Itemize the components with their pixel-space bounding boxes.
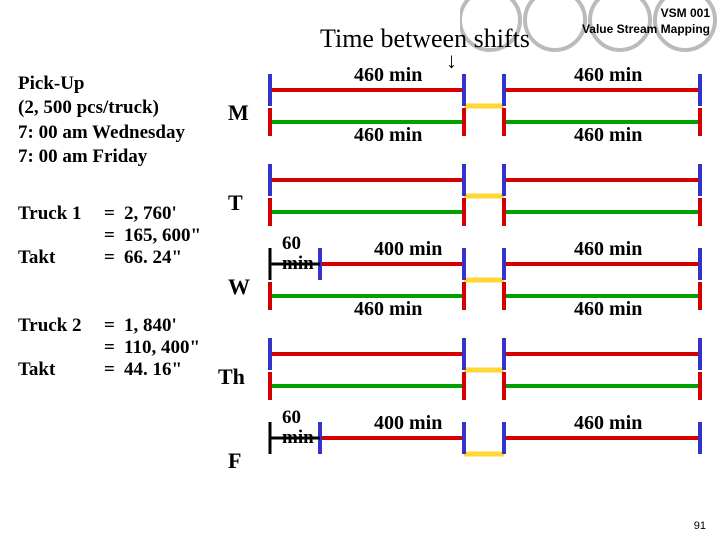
lane-svg (264, 156, 704, 234)
cell: Truck 1 (18, 203, 104, 225)
changeover-label: 60 min (282, 408, 314, 448)
value-label: 460 min (354, 124, 422, 147)
value-label: 460 min (574, 238, 642, 261)
cell: = (104, 337, 124, 359)
day-label: F (228, 448, 241, 474)
cell: 110, 400" (124, 337, 200, 359)
value-label: 460 min (574, 412, 642, 435)
cell: 66. 24" (124, 247, 182, 269)
cell: 1, 840' (124, 315, 177, 337)
arrow-down-icon: ↓ (446, 55, 457, 66)
header: VSM 001 Value Stream Mapping (582, 6, 710, 37)
pickup-block: Pick-Up (2, 500 pcs/truck) 7: 00 am Wedn… (18, 72, 218, 169)
day-row-F: F400 min460 min60 min (236, 414, 712, 504)
header-subtitle: Value Stream Mapping (582, 22, 710, 38)
truck1-block: Truck 1=2, 760' =165, 600" Takt=66. 24" (18, 203, 218, 269)
pickup-line: 7: 00 am Friday (18, 145, 218, 169)
cell: 44. 16" (124, 359, 182, 381)
cell (18, 337, 104, 359)
day-row-T: T (236, 156, 712, 240)
cell: 2, 760' (124, 203, 177, 225)
cell: Truck 2 (18, 315, 104, 337)
left-column: Pick-Up (2, 500 pcs/truck) 7: 00 am Wedn… (18, 72, 218, 381)
page-title: Time between shifts (320, 24, 530, 54)
day-label: M (228, 100, 249, 126)
pickup-line: Pick-Up (18, 72, 218, 96)
day-label: Th (218, 364, 245, 390)
day-row-M: M460 min460 min460 min460 min (236, 66, 712, 156)
cell: = (104, 315, 124, 337)
cell: = (104, 203, 124, 225)
value-label: 460 min (354, 64, 422, 87)
pickup-line: 7: 00 am Wednesday (18, 121, 218, 145)
cell: 165, 600" (124, 225, 201, 247)
day-row-W: W400 min460 min460 min460 min60 min (236, 240, 712, 330)
cell: Takt (18, 247, 104, 269)
value-label: 460 min (574, 298, 642, 321)
day-label: W (228, 274, 250, 300)
header-code: VSM 001 (582, 6, 710, 22)
cell (18, 225, 104, 247)
ladder-area: M460 min460 min460 min460 minTW400 min46… (236, 66, 712, 504)
value-label: 460 min (574, 124, 642, 147)
lane-svg (264, 330, 704, 408)
pickup-line: (2, 500 pcs/truck) (18, 96, 218, 120)
cell: = (104, 247, 124, 269)
page-number: 91 (694, 520, 706, 532)
cell: = (104, 225, 124, 247)
day-label: T (228, 190, 243, 216)
changeover-label: 60 min (282, 234, 314, 274)
value-label: 400 min (374, 412, 442, 435)
day-row-Th: Th (236, 330, 712, 414)
value-label: 460 min (354, 298, 422, 321)
value-label: 460 min (574, 64, 642, 87)
cell: Takt (18, 359, 104, 381)
value-label: 400 min (374, 238, 442, 261)
truck2-block: Truck 2=1, 840' =110, 400" Takt=44. 16" (18, 315, 218, 381)
cell: = (104, 359, 124, 381)
